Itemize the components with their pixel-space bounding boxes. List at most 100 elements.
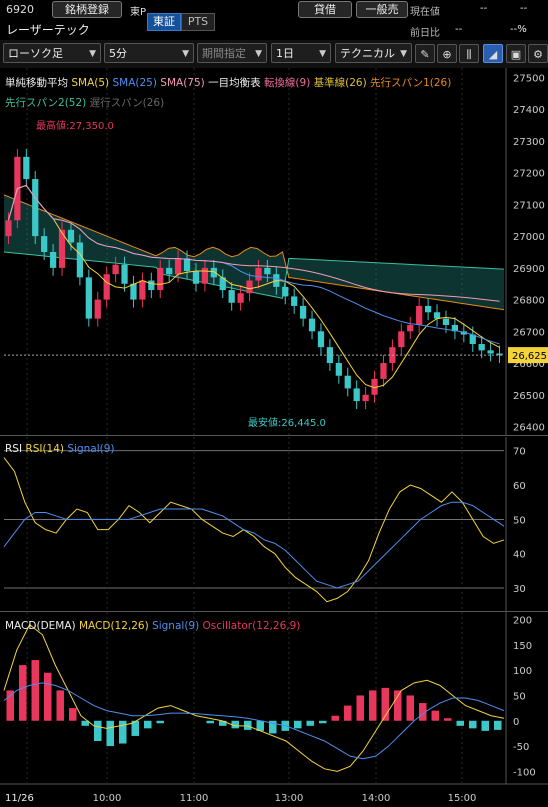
macd-osc-bar	[481, 720, 489, 731]
macd-osc-bar	[256, 720, 264, 731]
rsi-chart[interactable]: 70 60 50 40 30	[0, 437, 548, 612]
macd-osc-bar	[406, 695, 414, 721]
candle-body	[380, 363, 387, 379]
macd-osc-bar	[106, 720, 114, 747]
market-label: 東P	[130, 7, 147, 18]
candle-body	[5, 220, 12, 237]
save-icon[interactable]: ▣	[506, 44, 526, 63]
candle-body	[308, 318, 316, 332]
y-tick-label: 27000	[513, 232, 545, 243]
candle-body	[353, 388, 360, 402]
stock-code: 6920	[6, 3, 34, 16]
general-sell-button[interactable]: 一般売	[356, 1, 408, 18]
macd-osc-bar	[119, 720, 127, 744]
rsi-title: RSI	[5, 443, 23, 455]
area-chart-icon[interactable]: ◢	[483, 44, 503, 63]
macd-osc-bar	[456, 720, 464, 726]
rsi-y-tick: 40	[513, 550, 526, 561]
macd-y-tick: 200	[513, 616, 532, 627]
register-button[interactable]: 銘柄登録	[52, 1, 122, 18]
candle-body	[451, 324, 459, 332]
prev-value: --	[455, 24, 463, 35]
legend-sma5: SMA(5)	[71, 77, 110, 89]
y-tick-label: 27100	[513, 200, 545, 211]
macd-osc-bar	[431, 710, 439, 721]
macd-y-tick: 100	[513, 666, 532, 677]
candle-body	[157, 267, 164, 291]
settings-icon[interactable]: ⚙	[528, 44, 548, 63]
macd-chart[interactable]: 200 150 100 50 0 -50 -100 11/26 10:00 11:00 13:00 1…	[0, 612, 548, 807]
range-select[interactable]: 1日 ▼	[271, 43, 331, 63]
candle-body	[487, 350, 494, 354]
macd-y-tick: 50	[513, 691, 526, 702]
pencil-icon[interactable]: ✎	[415, 44, 435, 63]
candle-body	[32, 179, 39, 237]
low-annotation: 最安値:26,445.0	[248, 416, 326, 429]
rsi-legend-rsi: RSI(14)	[25, 443, 65, 455]
zoom-icon[interactable]: ⊕	[437, 44, 457, 63]
candle-body	[85, 277, 92, 319]
stock-header: 6920 銘柄登録 東P 東証 PTS レーザーテック 貸借 一般売 現在値 -…	[0, 0, 548, 40]
price-chart[interactable]: 27500 27400 27300 27200 27100 27000 26900 26800…	[0, 68, 548, 436]
candle-body	[94, 299, 101, 319]
macd-osc-bar	[469, 720, 477, 729]
legend-ichimoku: 一目均衡表	[208, 77, 261, 89]
price-value: --	[480, 3, 488, 14]
macd-osc-bar	[81, 720, 89, 726]
macd-osc-bar	[294, 720, 302, 729]
x-tick-label: 15:00	[448, 793, 477, 804]
candle-body	[67, 229, 75, 243]
interval-select[interactable]: 5分 ▼	[104, 43, 194, 63]
candle-compare-icon[interactable]: ⫼	[459, 44, 479, 63]
candle-body	[460, 331, 467, 335]
rsi-bg	[0, 437, 548, 612]
candle-body	[371, 378, 378, 395]
macd-osc-bar	[206, 720, 214, 724]
macd-osc-bar	[69, 708, 77, 721]
candle-body	[416, 305, 423, 325]
y-tick-label: 26600	[513, 359, 545, 370]
seg-tosho[interactable]: 東証	[147, 13, 181, 31]
y-tick-label: 27300	[513, 137, 545, 148]
sma75-line	[7, 184, 500, 302]
macd-osc-bar	[244, 720, 252, 730]
legend-sma25: SMA(25)	[112, 77, 157, 89]
seg-pts[interactable]: PTS	[181, 13, 215, 31]
rsi-y-tick: 50	[513, 515, 526, 526]
macd-osc-bar	[231, 720, 239, 729]
candle-body	[23, 156, 30, 180]
candle-body	[121, 264, 128, 284]
period-select[interactable]: 期間指定 ▼	[197, 43, 267, 63]
technical-value: テクニカル	[340, 47, 395, 60]
chevron-down-icon: ▼	[89, 49, 96, 59]
chart-type-select[interactable]: ローソク足 ▼	[3, 43, 101, 63]
candle-body	[282, 286, 289, 297]
candle-body	[496, 353, 503, 356]
macd-title: MACD(DEMA)	[5, 620, 76, 632]
rsi-y-tick: 30	[513, 584, 526, 595]
x-tick-date: 11/26	[5, 793, 34, 804]
current-price-tag	[508, 347, 548, 364]
macd-osc-bar	[494, 720, 502, 730]
candle-body	[335, 363, 342, 376]
candle-body	[264, 267, 271, 275]
candle-body	[166, 267, 173, 275]
candle-body	[58, 229, 66, 268]
legend-kijun: 基準線(26)	[313, 77, 367, 89]
candle-body	[246, 280, 253, 294]
macd-osc-bar	[269, 720, 277, 734]
candle-body	[112, 264, 119, 275]
chart-toolbar: ローソク足 ▼ 5分 ▼ 期間指定 ▼ 1日 ▼ テクニカル ▼ ✎ ⊕ ⫼ ◢ ▣ ⚙	[0, 40, 548, 68]
span1-line	[3, 194, 505, 311]
macd-bg	[0, 612, 548, 807]
legend-span2: 先行スパン2(52)	[5, 97, 87, 109]
macd-osc-bar	[144, 720, 152, 729]
technical-select[interactable]: テクニカル ▼	[335, 43, 412, 63]
lend-button[interactable]: 貸借	[298, 1, 352, 18]
price-label: 現在値	[410, 7, 440, 18]
y-tick-label: 26500	[513, 391, 545, 402]
x-tick-label: 10:00	[93, 793, 122, 804]
macd-series-0	[3, 623, 505, 772]
macd-legend-macd: MACD(12,26)	[78, 620, 149, 632]
chevron-down-icon: ▼	[319, 49, 326, 59]
